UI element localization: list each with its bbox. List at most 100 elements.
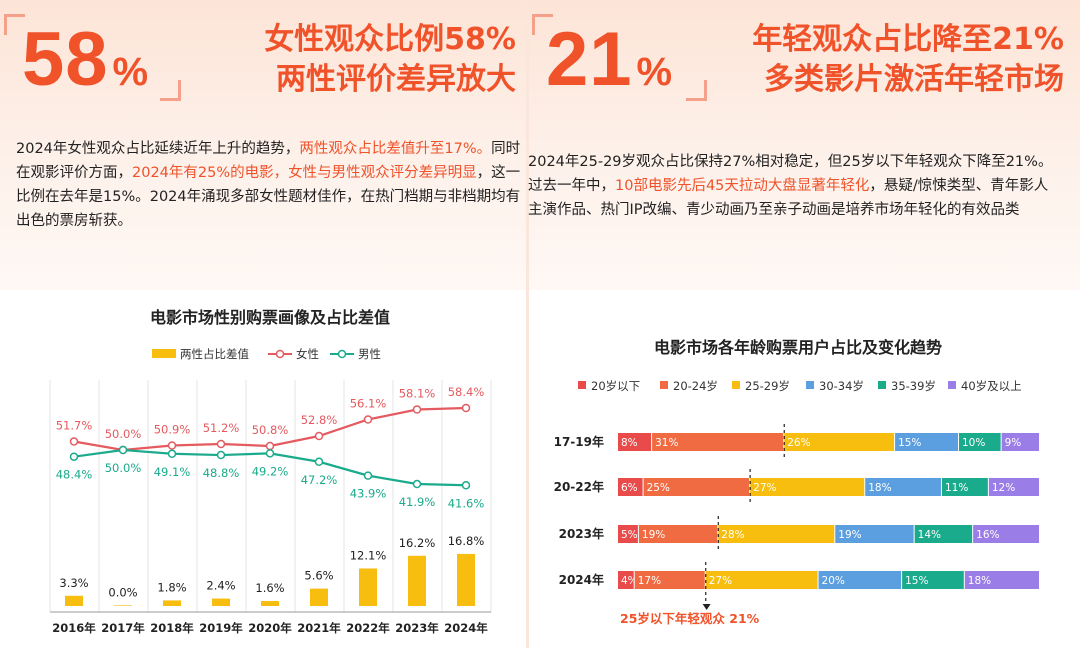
diff-data-label: 2.4% [206, 579, 235, 593]
female-data-label: 51.2% [203, 421, 240, 435]
age-segment-label: 10% [962, 437, 985, 449]
male-point [167, 449, 177, 459]
age-segment-label: 20% [822, 575, 845, 587]
male-data-label: 43.9% [350, 487, 387, 501]
annotation-text: 25岁以下年轻观众 21% [620, 611, 760, 626]
legend-swatch [732, 381, 740, 389]
legend-label: 40岁及以上 [961, 379, 1022, 393]
age-segment-label: 18% [968, 575, 991, 587]
body-text: 2024年女性观众占比延续近年上升的趋势， [16, 141, 300, 157]
female-point [314, 431, 324, 441]
age-bar-segment [835, 525, 914, 543]
bracket-bottom-right [160, 80, 181, 101]
age-chart: 电影市场各年龄购票用户占比及变化趋势 20岁以下 20-24岁 25-29岁 30-34… [554, 338, 1039, 626]
age-bar-segment [959, 433, 1001, 451]
male-data-label: 47.2% [301, 473, 338, 487]
diff-bar [212, 598, 230, 606]
age-segment-label: 26% [787, 437, 810, 449]
male-data-label: 49.1% [154, 465, 191, 479]
female-data-label: 50.9% [154, 423, 191, 437]
legend-label-diff: 两性占比差值 [180, 347, 249, 361]
chart-title: 电影市场性别购票画像及占比差值 [150, 308, 390, 327]
male-data-label: 50.0% [105, 461, 142, 475]
bracket-bottom-right [686, 80, 707, 101]
male-point [363, 471, 373, 480]
male-data-label: 48.4% [56, 468, 93, 482]
age-segment-label: 14% [918, 529, 941, 541]
male-point [69, 452, 79, 461]
diff-bar [114, 605, 132, 606]
male-data-label: 49.2% [252, 464, 289, 478]
age-segment-label: 15% [898, 437, 921, 449]
headline-female: 女性观众比例58% 两性评价差异放大 [190, 20, 516, 100]
female-data-label: 58.1% [399, 387, 436, 401]
female-data-label: 56.1% [350, 397, 387, 411]
bracket-top-left [4, 14, 25, 35]
y-tick-label: 2024年 [559, 572, 604, 587]
diff-data-label: 16.8% [448, 534, 485, 548]
age-segment-label: 6% [621, 482, 638, 494]
age-bar-segment [988, 478, 1039, 496]
big-number-21: 21% [546, 17, 673, 102]
legend-label: 20岁以下 [591, 379, 640, 393]
x-tick-label: 2019年 [199, 621, 243, 635]
panel-divider [526, 0, 529, 648]
x-tick-label: 2020年 [248, 621, 292, 635]
age-bar-segment [638, 525, 718, 543]
age-segment-label: 19% [642, 529, 665, 541]
headline-line1: 年轻观众占比降至21% [752, 22, 1064, 57]
age-bar-segment [705, 571, 818, 589]
big-number-58: 58% [22, 17, 149, 102]
age-segment-label: 31% [655, 437, 678, 449]
age-segment-label: 28% [721, 529, 744, 541]
male-point [412, 479, 422, 489]
age-bar-segment [784, 433, 895, 451]
age-segment-label: 8% [621, 437, 638, 449]
legend-label-male: 男性 [358, 347, 381, 361]
diff-data-label: 16.2% [399, 536, 436, 550]
age-bar-segment [914, 525, 973, 543]
legend-marker-male [337, 349, 347, 359]
body-text: ，悬疑/惊悚类型、青年影人主演作品、热门IP改编、青少动画乃至亲子动画是培养市场… [528, 178, 1049, 218]
male-point [265, 449, 275, 458]
age-segment-label: 25% [647, 482, 670, 494]
panel-young-audience: 21% 年轻观众占比降至21% 多类影片激活年轻市场 2024年25-29岁观众… [528, 0, 1080, 290]
legend-swatch [948, 381, 956, 389]
age-segment-label: 16% [976, 529, 999, 541]
legend-swatch [578, 381, 586, 389]
y-tick-label: 17-19年 [554, 434, 604, 449]
highlight-text: 两性观众占比差值升至17%。 [299, 141, 492, 157]
age-bar-segment [902, 571, 964, 589]
age-bar-segment [618, 571, 634, 589]
x-tick-label: 2023年 [395, 621, 439, 635]
x-tick-label: 2017年 [101, 621, 145, 635]
legend-swatch-diff [152, 349, 176, 358]
x-tick-label: 2018年 [150, 621, 194, 635]
x-tick-label: 2016年 [52, 621, 96, 635]
y-tick-label: 20-22年 [554, 479, 604, 494]
annotation-arrow [702, 604, 711, 610]
age-segment-label: 11% [945, 482, 968, 494]
male-data-label: 41.9% [399, 495, 436, 509]
age-bar-segment [895, 433, 959, 451]
diff-data-label: 0.0% [108, 585, 137, 599]
panel-female-ratio: 58% 女性观众比例58% 两性评价差异放大 2024年女性观众占比延续近年上升… [0, 0, 528, 290]
female-data-label: 50.8% [252, 423, 289, 437]
body-text: 2024年25-29岁观众占比保持27%相对稳定，但25岁以下年轻观众下降至21… [528, 154, 1053, 194]
diff-data-label: 5.6% [304, 569, 333, 583]
age-bar-segment [643, 478, 750, 496]
headline-line2: 两性评价差异放大 [276, 62, 516, 97]
x-tick-label: 2022年 [346, 621, 390, 635]
age-bar-segment [652, 433, 784, 451]
age-bar-segment [618, 433, 652, 451]
legend-label: 25-29岁 [745, 379, 790, 393]
male-point [118, 445, 128, 455]
male-point [314, 457, 324, 467]
x-tick-label: 2021年 [297, 621, 341, 635]
age-bar-segment [941, 478, 988, 496]
female-point [461, 403, 471, 413]
highlight-text: 10部电影先后45天拉动大盘显著年轻化 [615, 178, 870, 194]
age-segment-label: 27% [709, 575, 732, 587]
